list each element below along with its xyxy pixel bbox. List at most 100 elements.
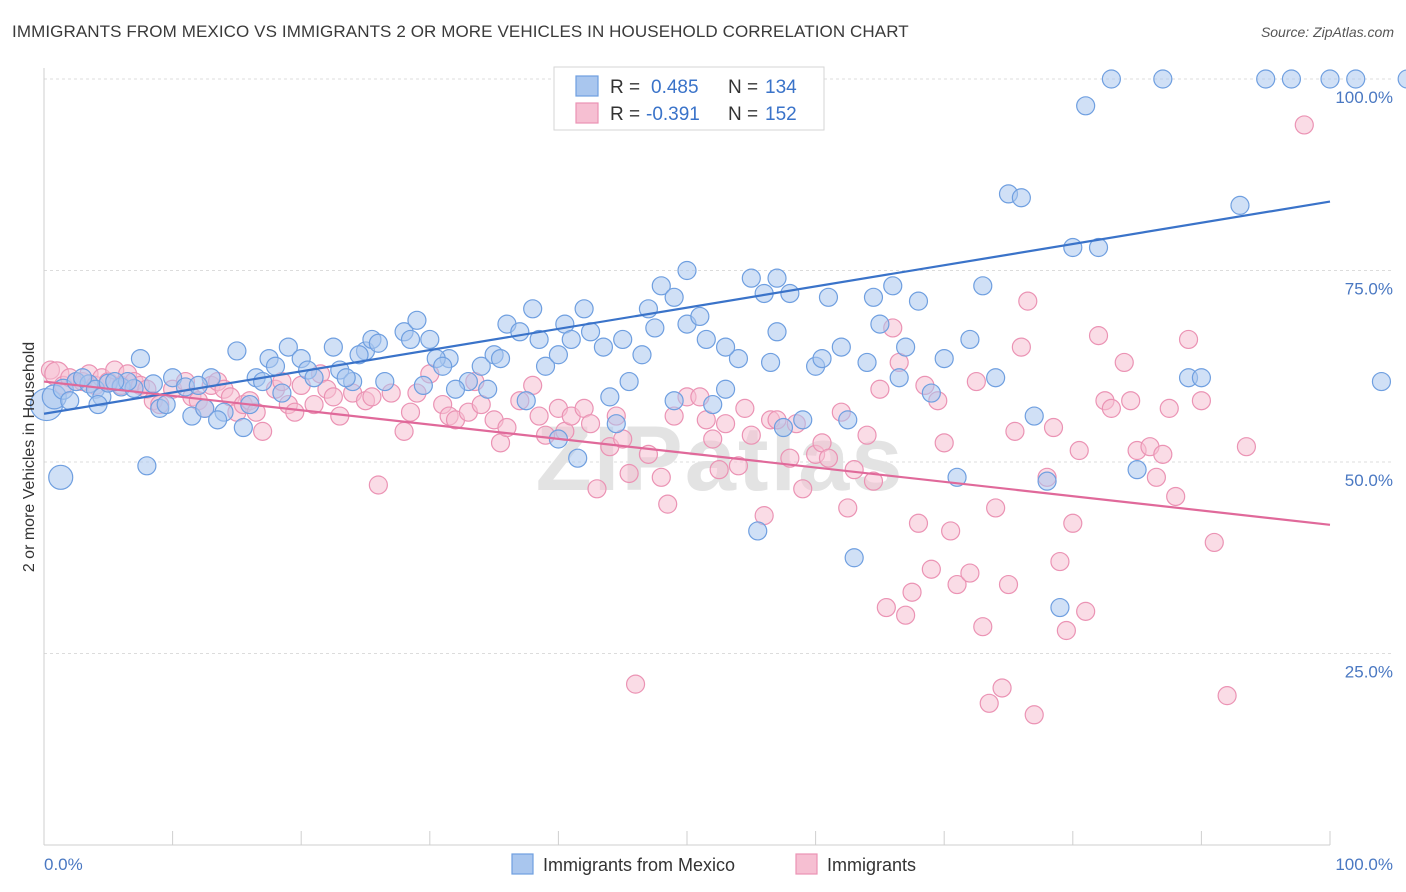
mexico-point-70: [690, 306, 710, 327]
immigrants-point-117: [973, 617, 993, 637]
mexico-point-81: [793, 410, 813, 430]
mexico-point-125: [664, 391, 684, 411]
immigrants-point-84: [715, 414, 736, 434]
mexico-point-140: [105, 371, 125, 392]
mexico-point-86: [844, 548, 864, 568]
trend-line-mexico: [43, 200, 1331, 415]
immigrants-point-125: [1024, 705, 1044, 725]
immigrants-point-131: [1069, 440, 1089, 461]
mexico-point-77: [760, 352, 781, 373]
immigrants-point-142: [1166, 486, 1186, 507]
x-ticks: [43, 831, 1331, 845]
mexico-point-95: [934, 348, 954, 369]
legend-box: R = 0.485 N = 134 R = -0.391 N = 152: [553, 66, 825, 131]
trend-lines: [43, 200, 1331, 526]
legend-frame: [553, 66, 825, 131]
mexico-point-72: [703, 394, 723, 415]
mexico-point-51: [510, 322, 530, 342]
immigrants-point-83: [709, 460, 729, 480]
immigrants-point-149: [1159, 398, 1179, 418]
legend-r-value-immigrants: -0.391: [646, 104, 700, 125]
mexico-point-143: [48, 464, 74, 490]
mexico-point-58: [574, 299, 594, 319]
immigrants-point-100: [857, 425, 877, 445]
mexico-point-142: [72, 368, 93, 388]
immigrants-point-73: [619, 463, 639, 484]
legend-n-label-immigrants: N =: [728, 104, 758, 125]
y-tick-label-2: 50.0%: [1345, 471, 1393, 490]
legend-r-value-mexico: 0.485: [651, 77, 699, 98]
mexico-point-60: [593, 337, 614, 357]
immigrants-point-135: [1101, 398, 1121, 418]
mexico-point-112: [1191, 368, 1212, 388]
mexico-point-131: [413, 375, 433, 395]
immigrants-point-112: [934, 433, 954, 453]
mexico-point-97: [960, 329, 980, 350]
mexico-point-79: [773, 417, 794, 438]
immigrants-point-118: [979, 693, 999, 713]
grid-lines: [44, 78, 1392, 654]
legend-swatch-mexico: [575, 75, 599, 97]
y-tick-label-1: 75.0%: [1345, 280, 1393, 299]
mexico-point-61: [600, 387, 620, 407]
mexico-point-130: [478, 379, 498, 399]
immigrants-point-146: [1236, 437, 1257, 457]
immigrants-point-140: [1146, 467, 1166, 487]
mexico-point-126: [606, 414, 626, 434]
immigrants-point-106: [896, 605, 916, 625]
immigrants-point-69: [587, 479, 607, 499]
mexico-point-25: [253, 371, 273, 392]
mexico-point-93: [908, 291, 929, 311]
immigrants-point-123: [1011, 337, 1031, 357]
mexico-point-101: [1011, 188, 1031, 208]
bottom-legend-label-mexico: Immigrants from Mexico: [543, 855, 735, 875]
immigrants-point-85: [728, 456, 749, 476]
mexico-point-116: [1320, 69, 1340, 89]
mexico-point-114: [1256, 69, 1276, 89]
immigrants-point-74: [625, 674, 646, 694]
y-tick-label-3: 25.0%: [1345, 663, 1393, 682]
x-tick-label-max: 100.0%: [1335, 855, 1393, 874]
series-immigrants-points: [40, 115, 1314, 725]
trend-line-immigrants: [43, 380, 1331, 526]
immigrants-point-121: [998, 574, 1019, 595]
immigrants-point-96: [818, 448, 839, 468]
mexico-point-74: [728, 348, 749, 369]
mexico-point-75: [741, 268, 761, 288]
immigrants-point-137: [1121, 391, 1141, 411]
mexico-point-94: [921, 383, 941, 403]
immigrants-point-62: [529, 406, 549, 426]
immigrants-point-132: [1076, 601, 1096, 621]
bottom-legend-label-immigrants: Immigrants: [827, 855, 916, 875]
mexico-point-106: [1076, 96, 1096, 116]
mexico-point-48: [433, 356, 453, 376]
mexico-point-138: [137, 456, 157, 476]
immigrants-point-143: [1204, 532, 1224, 553]
mexico-point-27: [278, 337, 298, 357]
immigrants-point-107: [902, 582, 922, 602]
mexico-point-99: [986, 368, 1006, 388]
mexico-point-71: [696, 329, 716, 350]
mexico-point-49: [375, 371, 395, 392]
mexico-point-40: [420, 329, 440, 350]
immigrants-point-122: [1005, 421, 1025, 441]
immigrants-point-116: [966, 371, 986, 392]
mexico-point-134: [272, 383, 292, 403]
mexico-point-123: [715, 337, 736, 357]
bottom-legend-swatch-mexico: [511, 853, 534, 875]
mexico-point-64: [632, 345, 652, 365]
immigrants-point-145: [1294, 115, 1314, 135]
mexico-point-90: [883, 276, 903, 296]
immigrants-point-102: [870, 379, 890, 399]
mexico-point-119: [1397, 69, 1406, 89]
immigrants-point-130: [1063, 513, 1083, 533]
mexico-point-84: [831, 337, 851, 357]
immigrants-point-119: [986, 498, 1006, 518]
mexico-point-137: [156, 394, 176, 415]
immigrants-point-82: [703, 429, 723, 449]
y-axis-label: 2 or more Vehicles in Household: [21, 342, 38, 572]
mexico-point-54: [535, 356, 556, 376]
x-tick-label-min: 0.0%: [44, 855, 83, 874]
immigrants-point-86: [735, 398, 755, 418]
immigrants-point-91: [780, 448, 800, 468]
